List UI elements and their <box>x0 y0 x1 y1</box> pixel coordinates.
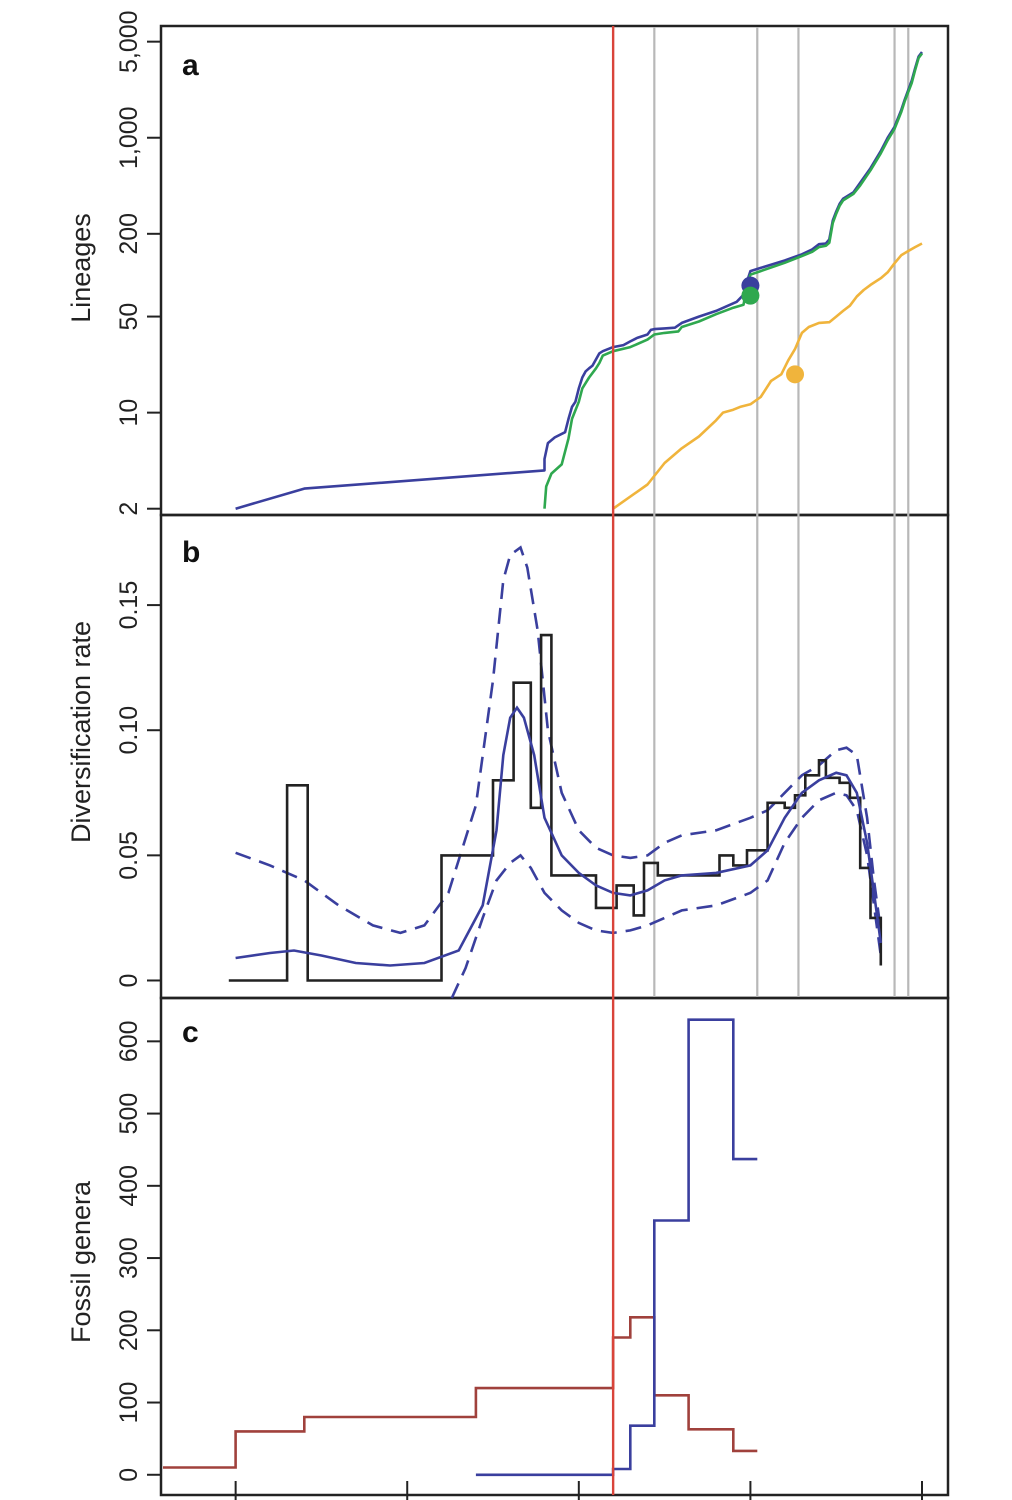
y-tick-label: 0 <box>115 1468 143 1482</box>
y-tick-label: 0.15 <box>115 581 143 630</box>
lineage-marker-orange <box>786 365 805 384</box>
ci-lower-curve <box>450 791 883 999</box>
y-tick-label: 50 <box>115 303 143 331</box>
y-tick-label: 500 <box>115 1093 143 1135</box>
y-tick-label: 600 <box>115 1020 143 1062</box>
panel-c-ylabel: Fossil genera <box>66 1180 96 1343</box>
panel-a-frame <box>159 24 950 517</box>
fossil-series-blue <box>475 1018 758 1477</box>
y-tick-label: 200 <box>115 213 143 255</box>
panel-a-letter: a <box>182 49 199 82</box>
y-tick-label: 400 <box>115 1165 143 1207</box>
y-tick-label: 300 <box>115 1237 143 1279</box>
lineage-curve-orange <box>612 242 923 510</box>
panel-a-plot <box>235 51 924 510</box>
y-tick-label: 100 <box>115 1382 143 1424</box>
rate-fit-curve <box>235 705 883 967</box>
ci-upper-curve <box>235 545 883 935</box>
y-tick-label: 0.05 <box>115 831 143 880</box>
lineage-curve-green <box>543 52 924 509</box>
panel-a-ylabel: Lineages <box>66 213 96 323</box>
panel-b-plot <box>228 545 883 999</box>
y-tick-label: 0.10 <box>115 706 143 755</box>
y-tick-label: 2 <box>115 502 143 516</box>
lineage-curve-blue <box>235 51 924 510</box>
y-tick-label: 1,000 <box>115 106 143 169</box>
fossil-series-fossil_red <box>163 1316 758 1469</box>
panel-b-ylabel: Diversification rate <box>66 621 96 843</box>
guide-lines <box>653 27 910 997</box>
y-tick-label: 10 <box>115 399 143 427</box>
panel-c-plot <box>163 1018 758 1477</box>
panel-b-letter: b <box>182 536 200 569</box>
lineage-marker-green <box>741 286 760 305</box>
axes-ticks: 2 10 50 200 1,000 5,000 0 0.05 0.10 0.15 0 100 200 30… <box>115 10 923 1500</box>
panel-c-letter: c <box>182 1016 199 1049</box>
y-tick-label: 200 <box>115 1309 143 1351</box>
rate-step-series <box>228 633 883 982</box>
y-tick-label: 5,000 <box>115 10 143 73</box>
panel-c-frame <box>159 996 950 1497</box>
y-tick-label: 0 <box>115 974 143 988</box>
